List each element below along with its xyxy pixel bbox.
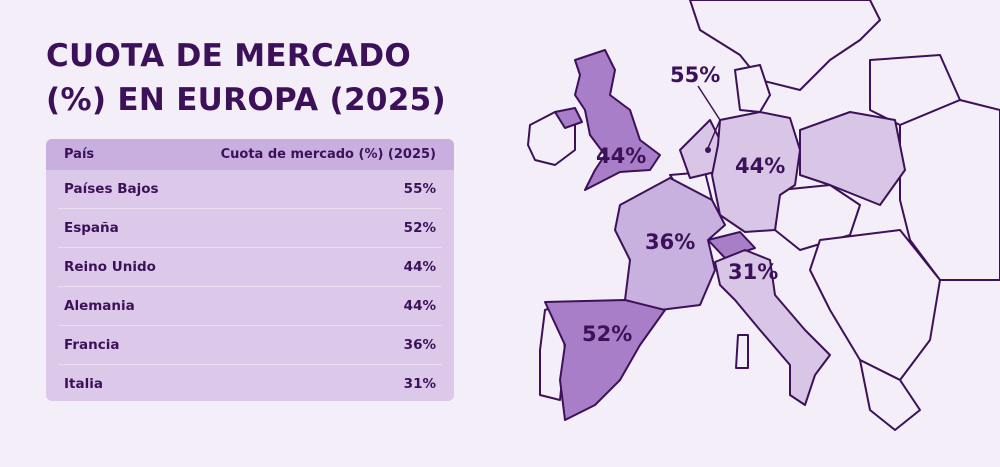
header-country: País — [64, 147, 95, 162]
country-germany — [711, 111, 801, 233]
value-cell: 44% — [403, 259, 436, 275]
table-row: Países Bajos 55% — [58, 170, 442, 209]
value-cell: 55% — [403, 181, 436, 197]
table-row: Francia 36% — [58, 326, 442, 365]
country-cell: Italia — [64, 376, 103, 392]
label-uk: 44% — [596, 144, 646, 168]
country-italy — [714, 249, 831, 406]
label-netherlands: 55% — [670, 63, 720, 87]
country-sardinia — [735, 334, 749, 369]
label-italy: 31% — [728, 260, 778, 284]
country-scandinavia — [689, 0, 881, 91]
netherlands-callout-line — [707, 119, 721, 149]
table-row: Italia 31% — [58, 365, 442, 401]
table-row: Reino Unido 44% — [58, 248, 442, 287]
netherlands-callout-line — [697, 85, 721, 121]
value-cell: 36% — [403, 337, 436, 353]
country-poland — [799, 111, 906, 206]
country-cell: Reino Unido — [64, 259, 156, 275]
country-northern-ireland — [554, 107, 583, 129]
table-row: España 52% — [58, 209, 442, 248]
table-row: Alemania 44% — [58, 287, 442, 326]
other-countries — [527, 0, 1000, 431]
country-cell: Países Bajos — [64, 181, 159, 197]
label-spain: 52% — [582, 322, 632, 346]
value-cell: 44% — [403, 298, 436, 314]
page-title: CUOTA DE MERCADO (%) EN EUROPA (2025) — [46, 38, 446, 118]
country-greece — [859, 359, 921, 431]
country-spain — [544, 299, 666, 421]
country-cell: Alemania — [64, 298, 135, 314]
country-uk — [574, 49, 661, 191]
country-denmark — [734, 64, 771, 113]
label-france: 36% — [645, 230, 695, 254]
netherlands-callout-dot — [705, 147, 711, 153]
country-france — [614, 177, 726, 311]
country-cell: España — [64, 220, 119, 236]
value-cell: 31% — [403, 376, 436, 392]
header-share: Cuota de mercado (%) (2025) — [220, 147, 436, 162]
value-cell: 52% — [403, 220, 436, 236]
country-belarus-ukraine — [899, 99, 1000, 281]
market-share-table: País Cuota de mercado (%) (2025) Países … — [46, 139, 454, 401]
table-header: País Cuota de mercado (%) (2025) — [46, 139, 454, 170]
country-cell: Francia — [64, 337, 120, 353]
label-germany: 44% — [735, 154, 785, 178]
